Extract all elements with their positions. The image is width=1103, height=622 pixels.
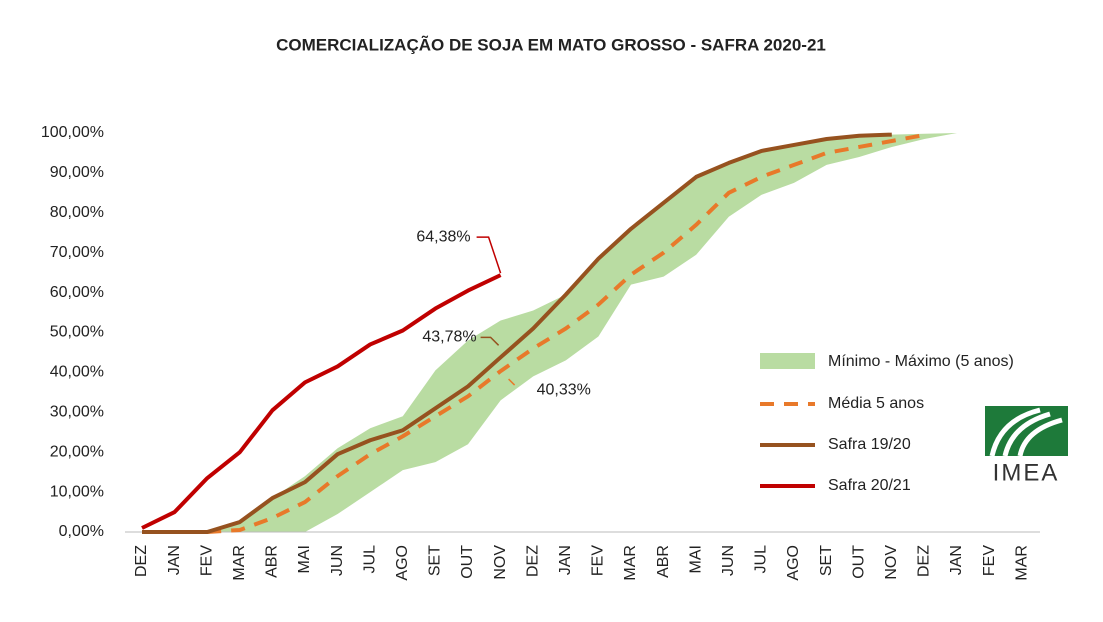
x-tick-label: JUN	[720, 545, 737, 576]
x-tick-label: JUL	[753, 545, 770, 574]
x-tick-label: OUT	[850, 545, 867, 579]
x-tick-label: JUL	[361, 545, 378, 574]
logo: IMEA	[985, 406, 1068, 486]
y-tick-label: 30,00%	[50, 404, 104, 421]
x-tick-label: MAI	[687, 545, 704, 573]
leader	[480, 336, 500, 346]
logo-stripes	[989, 407, 1063, 457]
y-tick-label: 40,00%	[50, 364, 104, 381]
leader	[508, 378, 516, 386]
x-tick-label: JAN	[166, 545, 183, 575]
logo-text: IMEA	[993, 459, 1060, 486]
y-tick-label: 10,00%	[50, 483, 104, 500]
x-tick-label: AGO	[394, 545, 411, 581]
x-tick-label: SET	[818, 545, 835, 576]
x-tick-label: JAN	[948, 545, 965, 575]
y-tick-label: 20,00%	[50, 443, 104, 460]
x-tick-label: MAR	[622, 545, 639, 581]
series-line	[141, 273, 502, 530]
x-tick-label: JUN	[329, 545, 346, 576]
series-line	[142, 132, 892, 534]
value-label: 64,38%	[416, 228, 470, 245]
y-tick-label: 80,00%	[50, 204, 104, 221]
x-tick-label: DEZ	[133, 545, 150, 577]
x-tick-label: MAR	[231, 545, 248, 581]
y-tick-label: 70,00%	[50, 244, 104, 261]
x-tick-label: SET	[427, 545, 444, 576]
legend-label: Safra 19/20	[828, 436, 911, 453]
x-tick-label: DEZ	[524, 545, 541, 577]
x-tick-label: FEV	[198, 545, 215, 576]
x-tick-label: FEV	[590, 545, 607, 576]
x-tick-label: NOV	[883, 545, 900, 580]
x-tick-label: ABR	[655, 545, 672, 578]
x-tick-label: JAN	[557, 545, 574, 575]
chart-title: COMERCIALIZAÇÃO DE SOJA EM MATO GROSSO -…	[276, 34, 826, 54]
series-line	[207, 133, 925, 534]
y-tick-label: 90,00%	[50, 164, 104, 181]
y-tick-label: 60,00%	[50, 284, 104, 301]
y-tick-label: 50,00%	[50, 324, 104, 341]
legend-label: Mínimo - Máximo (5 anos)	[828, 353, 1014, 370]
x-tick-label: FEV	[981, 545, 998, 576]
x-tick-label: NOV	[492, 545, 509, 580]
x-tick-label: OUT	[459, 545, 476, 579]
x-tick-label: MAR	[1013, 545, 1030, 581]
legend-label: Safra 20/21	[828, 477, 911, 494]
x-tick-label: DEZ	[916, 545, 933, 577]
value-label: 40,33%	[537, 381, 591, 398]
x-tick-label: ABR	[264, 545, 281, 578]
x-tick-label: MAI	[296, 545, 313, 573]
value-label: 43,78%	[422, 329, 476, 346]
legend-label: Média 5 anos	[828, 395, 924, 412]
x-tick-label: AGO	[785, 545, 802, 581]
y-tick-label: 0,00%	[59, 523, 104, 540]
leader	[476, 236, 502, 274]
y-tick-label: 100,00%	[41, 124, 104, 141]
legend-swatch	[760, 353, 815, 369]
